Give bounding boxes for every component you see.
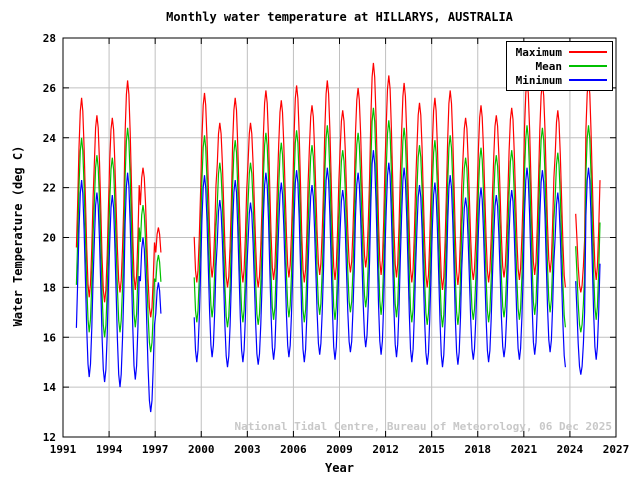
legend-item-maximum: Maximum (507, 45, 612, 59)
x-tick-label: 2021 (511, 443, 538, 456)
x-tick-label: 2009 (326, 443, 353, 456)
legend-item-minimum: Minimum (507, 73, 612, 87)
series-line-minimum (75, 172, 162, 413)
x-tick-label: 1997 (142, 443, 169, 456)
x-tick-label: 2012 (372, 443, 399, 456)
y-tick-label: 20 (43, 232, 56, 245)
series-line-mean (75, 127, 162, 353)
series-line-mean (575, 125, 601, 333)
series-line-minimum (575, 167, 601, 375)
legend: Maximum Mean Minimum (506, 41, 613, 91)
y-axis-label: Water Temperature (deg C) (11, 145, 25, 327)
series-line-minimum (193, 150, 566, 368)
y-tick-label: 28 (43, 32, 56, 45)
series-line-maximum (575, 80, 601, 293)
y-tick-label: 22 (43, 182, 56, 195)
y-tick-label: 18 (43, 281, 56, 294)
x-tick-label: 2006 (280, 443, 307, 456)
legend-label-maximum: Maximum (515, 45, 562, 59)
x-tick-label: 2018 (465, 443, 492, 456)
legend-label-minimum: Minimum (515, 73, 562, 87)
legend-label-mean: Mean (535, 59, 563, 73)
legend-line-mean-icon (569, 65, 607, 67)
legend-line-minimum-icon (569, 79, 607, 81)
watermark-text: National Tidal Centre, Bureau of Meteoro… (234, 420, 613, 433)
series-line-maximum (75, 80, 162, 318)
x-tick-label: 2024 (557, 443, 584, 456)
y-tick-label: 24 (43, 132, 57, 145)
x-axis-label: Year (325, 461, 354, 475)
x-tick-label: 2027 (603, 443, 630, 456)
plot-border (62, 37, 617, 438)
y-tick-label: 16 (43, 331, 57, 344)
y-tick-label: 12 (43, 431, 56, 444)
series-line-mean (193, 107, 566, 328)
x-tick-label: 1994 (96, 443, 123, 456)
chart-title: Monthly water temperature at HILLARYS, A… (166, 10, 513, 24)
legend-line-maximum-icon (569, 51, 607, 53)
data-series (75, 62, 601, 413)
tick-labels: 1991 1994 1997 2000 2003 2006 2009 2012 2015 2018… (43, 32, 630, 456)
x-tick-label: 1991 (50, 443, 77, 456)
x-tick-label: 2015 (418, 443, 445, 456)
y-tick-label: 14 (43, 381, 57, 394)
legend-item-mean: Mean (507, 59, 612, 73)
grid-lines (63, 38, 616, 437)
y-tick-label: 26 (43, 82, 57, 95)
series-line-maximum (193, 62, 566, 290)
x-tick-label: 2003 (234, 443, 261, 456)
x-tick-label: 2000 (188, 443, 215, 456)
